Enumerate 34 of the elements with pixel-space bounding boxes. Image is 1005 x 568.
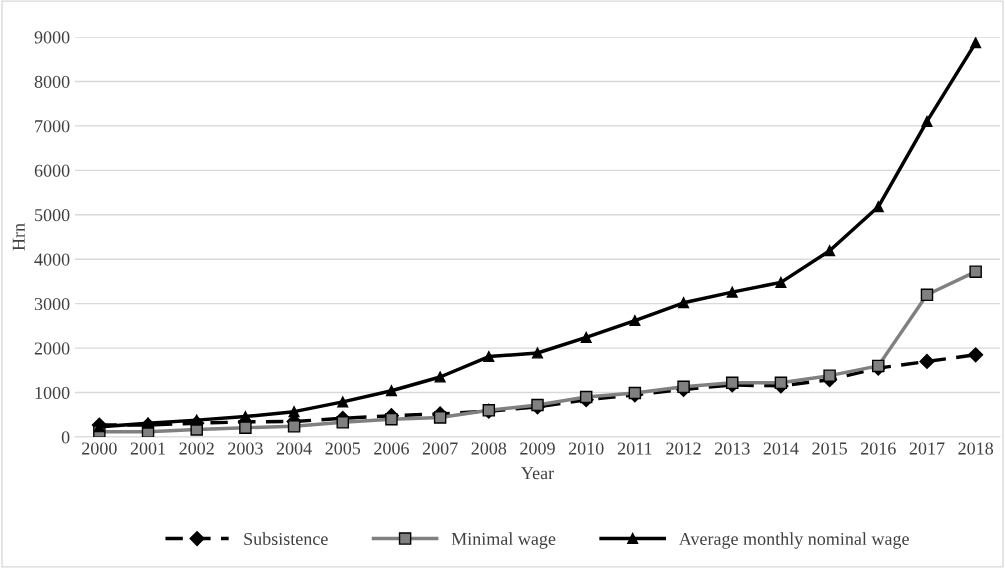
y-tick-label: 2000 xyxy=(34,342,70,355)
y-tick-label: 7000 xyxy=(35,120,70,133)
y-tick-label: 8000 xyxy=(34,75,70,88)
y-tick-label: 3000 xyxy=(34,297,70,311)
x-tick-label: 2002 xyxy=(179,442,214,455)
x-tick-label: 2011 xyxy=(617,442,652,455)
y-axis-title: Hrn xyxy=(12,223,25,251)
y-tick-label: 9000 xyxy=(34,31,70,44)
x-tick-label: 2008 xyxy=(471,442,507,455)
x-tick-label: 2014 xyxy=(763,442,799,455)
y-tick-label: 5000 xyxy=(35,209,70,222)
x-tick-label: 2015 xyxy=(812,442,847,455)
x-tick-label: 2009 xyxy=(520,442,555,455)
x-tick-label: 2007 xyxy=(422,442,458,455)
y-tick-label: 4000 xyxy=(34,253,70,266)
y-tick-label: 6000 xyxy=(34,164,70,177)
legend-label: Subsistence xyxy=(244,532,328,546)
x-tick-label: 2013 xyxy=(714,442,750,455)
x-tick-label: 2016 xyxy=(861,442,896,455)
x-axis-title: Year xyxy=(521,467,554,480)
x-tick-label: 2018 xyxy=(958,442,994,455)
legend-label: Average monthly nominal wage xyxy=(678,532,909,549)
x-tick-label: 2003 xyxy=(228,442,263,455)
x-tick-label: 2004 xyxy=(276,442,312,455)
x-tick-label: 2005 xyxy=(325,442,361,455)
y-tick-label: 1000 xyxy=(35,386,70,399)
x-tick-label: 2010 xyxy=(568,442,604,455)
x-tick-label: 2017 xyxy=(909,442,945,455)
x-tick-label: 2006 xyxy=(374,442,409,455)
y-tick-label: 0 xyxy=(61,431,70,444)
x-tick-label: 2001 xyxy=(130,442,165,455)
x-tick-label: 2012 xyxy=(666,442,701,455)
legend-label: Minimal wage xyxy=(451,532,556,549)
x-tick-label: 2000 xyxy=(82,442,117,455)
